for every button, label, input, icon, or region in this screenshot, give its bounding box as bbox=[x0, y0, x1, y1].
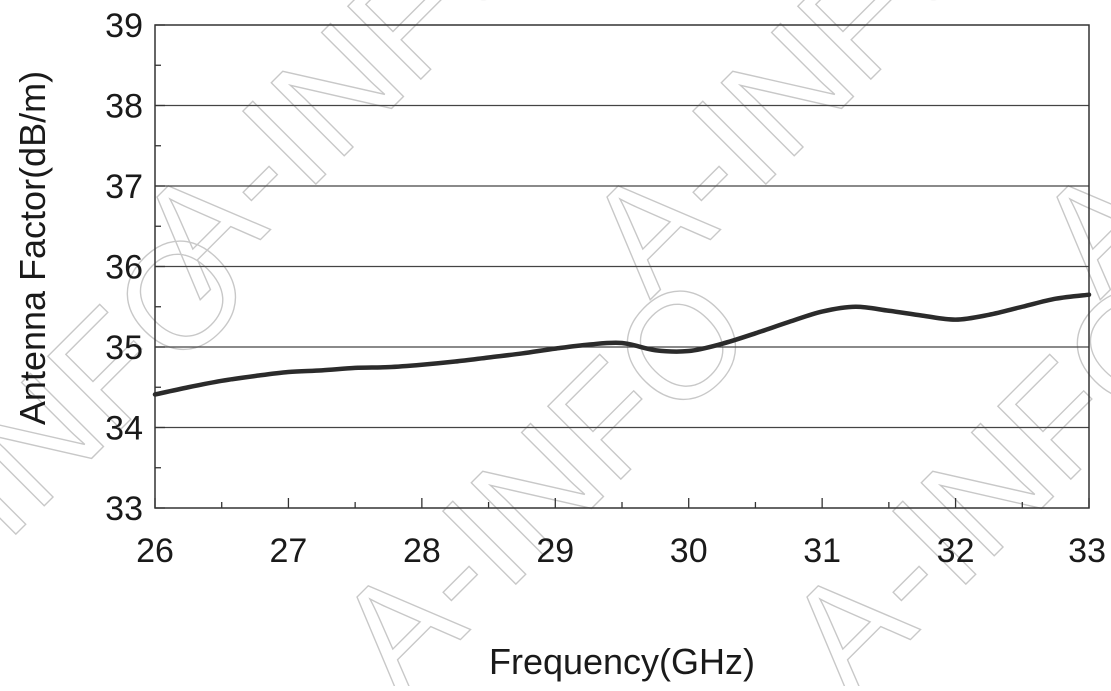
x-tick-label: 27 bbox=[270, 532, 308, 570]
x-tick-label: 30 bbox=[670, 532, 708, 570]
y-tick-label: 33 bbox=[105, 490, 143, 528]
watermark-text: A-INFO bbox=[554, 0, 1032, 323]
y-axis-title: Antenna Factor(dB/m) bbox=[12, 71, 53, 425]
x-axis-title: Frequency(GHz) bbox=[489, 641, 755, 682]
y-tick-label: 35 bbox=[105, 329, 143, 367]
tick-marks bbox=[154, 24, 1090, 509]
watermark-text: A-INFO bbox=[304, 244, 782, 686]
x-tick-label: 32 bbox=[937, 532, 975, 570]
x-tick-label: 33 bbox=[1068, 532, 1106, 570]
x-tick-label: 28 bbox=[403, 532, 441, 570]
y-tick-label: 37 bbox=[105, 168, 143, 206]
x-tick-label: 26 bbox=[136, 532, 174, 570]
watermark-text: A-INFO bbox=[754, 244, 1111, 686]
y-tick-label: 39 bbox=[105, 7, 143, 45]
x-tick-label: 31 bbox=[803, 532, 841, 570]
x-tick-labels: 26 27 28 29 30 31 32 33 bbox=[136, 532, 1106, 570]
grid-lines bbox=[155, 104, 1089, 429]
y-tick-label: 38 bbox=[105, 88, 143, 126]
x-tick-label: 29 bbox=[536, 532, 574, 570]
y-tick-label: 36 bbox=[105, 249, 143, 287]
y-tick-labels: 33 34 35 36 37 38 39 bbox=[105, 7, 143, 528]
y-tick-label: 34 bbox=[105, 410, 143, 448]
series-line bbox=[152, 292, 1092, 397]
